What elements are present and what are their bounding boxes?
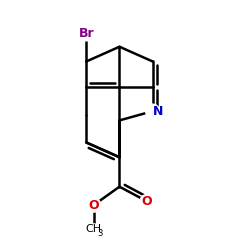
Circle shape — [140, 194, 154, 208]
Text: Br: Br — [78, 27, 94, 40]
Circle shape — [79, 27, 93, 41]
Text: O: O — [142, 195, 152, 208]
Circle shape — [87, 224, 101, 238]
Text: O: O — [88, 198, 99, 211]
Circle shape — [87, 198, 101, 212]
Text: 3: 3 — [98, 228, 103, 237]
Circle shape — [146, 104, 160, 118]
Text: CH: CH — [86, 224, 102, 234]
Text: N: N — [152, 105, 163, 118]
